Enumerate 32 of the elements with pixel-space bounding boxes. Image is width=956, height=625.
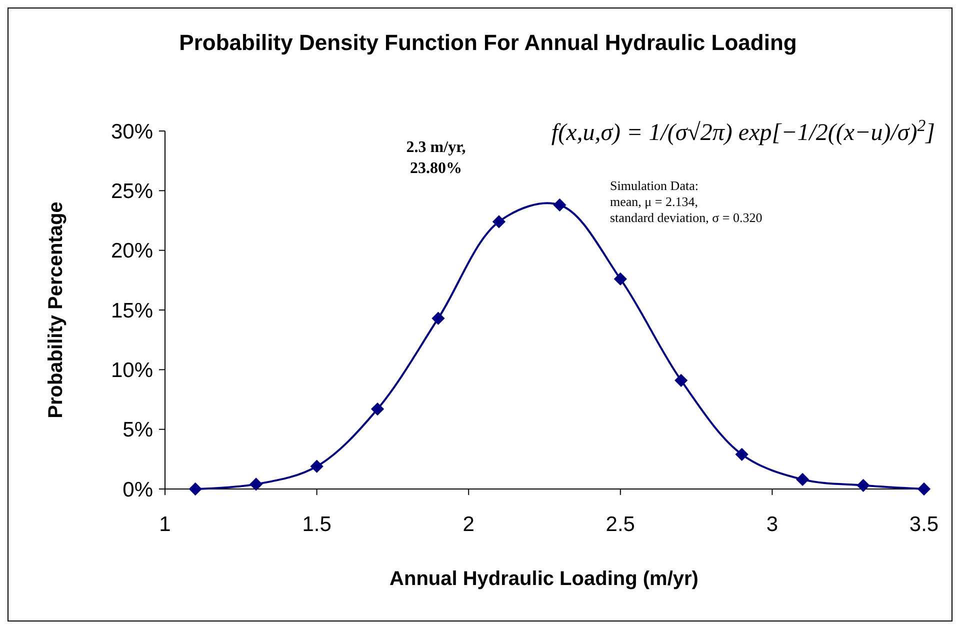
x-tick-label: 1 bbox=[159, 513, 171, 536]
x-tick-label: 3.5 bbox=[909, 513, 939, 536]
y-tick-label: 15% bbox=[110, 299, 153, 322]
y-axis-title: Probability Percentage bbox=[45, 202, 67, 418]
chart-title: Probability Density Function For Annual Hydraulic Loading bbox=[179, 30, 797, 55]
y-tick-label: 30% bbox=[110, 120, 153, 144]
x-axis-title: Annual Hydraulic Loading (m/yr) bbox=[390, 568, 698, 590]
x-tick-label: 2.5 bbox=[606, 513, 635, 536]
annotation: 2.3 m/yr, 23.80% bbox=[406, 139, 466, 177]
point bbox=[188, 482, 202, 496]
x-tick-label: 1.5 bbox=[302, 513, 332, 536]
annotation: f(x,u,σ) = 1/(σ√2π) exp[−1/2((x−u)/σ)$^{2}$] bbox=[551, 116, 935, 146]
point bbox=[614, 272, 627, 286]
y-tick-label: 0% bbox=[122, 478, 153, 502]
x-tick-label: 3 bbox=[766, 513, 778, 536]
point bbox=[370, 402, 384, 416]
y-tick-label: 25% bbox=[110, 180, 153, 204]
x-tick-label: 2 bbox=[462, 513, 474, 536]
point bbox=[553, 198, 566, 212]
point bbox=[492, 215, 506, 228]
point bbox=[310, 460, 324, 473]
y-tick-label: 10% bbox=[110, 359, 153, 382]
point bbox=[674, 374, 688, 387]
point bbox=[796, 472, 810, 486]
point bbox=[432, 312, 445, 325]
point bbox=[250, 478, 263, 491]
point bbox=[917, 482, 931, 496]
y-tick-label: 5% bbox=[122, 418, 153, 442]
point bbox=[735, 448, 748, 461]
y-tick-label: 20% bbox=[110, 240, 153, 263]
point bbox=[856, 478, 870, 492]
annotation: Simulation Data: mean, μ = 2.134, standard deviation, σ = 0.320 bbox=[610, 178, 762, 225]
